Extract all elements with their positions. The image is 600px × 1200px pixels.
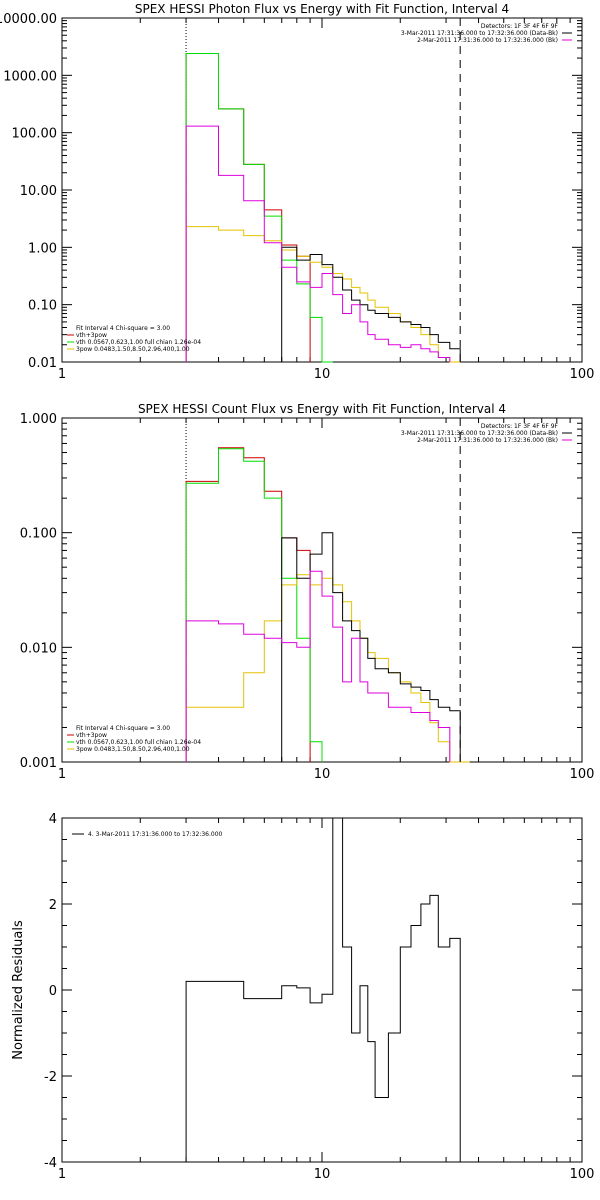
legend-text: 2-Mar-2011 17:31:36.000 to 17:32:36.000 … xyxy=(417,437,558,444)
y-axis: 0.001 0.010 0.100 1.000 xyxy=(20,412,582,771)
series-line xyxy=(185,125,451,362)
legend-lower-left: Fit Interval 4 Chi-square = 3.00vth+3pow… xyxy=(67,325,201,353)
series-line xyxy=(185,574,470,763)
legend-text: 3-Mar-2011 17:31:36.000 to 17:32:36.000 … xyxy=(401,30,558,37)
series-line xyxy=(185,447,311,762)
y-tick-label: 100.00 xyxy=(12,127,58,142)
legend-lower-left: Fit Interval 4 Chi-square = 3.00vth+3pow… xyxy=(67,725,201,753)
y-axis-label: Normalized Residuals xyxy=(11,920,26,1060)
legend-text: 3-Mar-2011 17:31:36.000 to 17:32:36.000 … xyxy=(401,430,558,437)
chart-title: SPEX HESSI Photon Flux vs Energy with Fi… xyxy=(135,2,509,16)
y-tick-label: 0.10 xyxy=(28,299,57,314)
x-tick-label: 100 xyxy=(570,1167,595,1182)
series-3pow xyxy=(185,574,470,763)
series-line xyxy=(185,53,333,363)
legend-text: vth 0.0567,0.623,1.00 full chian 1.26e-0… xyxy=(76,739,201,746)
series-line xyxy=(185,226,461,363)
y-tick-label: 2 xyxy=(49,898,57,913)
series-line xyxy=(185,448,323,762)
series-bk xyxy=(185,570,451,762)
x-tick-label: 10 xyxy=(314,1167,331,1182)
series-bk xyxy=(185,125,451,362)
series-vth xyxy=(185,448,323,762)
y-tick-label: 0.01 xyxy=(28,356,57,371)
legend-text: 2-Mar-2011 17:31:36.000 to 17:32:36.000 … xyxy=(417,37,558,44)
y-axis: -4 -2 0 2 4 xyxy=(44,812,582,1171)
plot-frame xyxy=(61,817,583,1163)
legend-text: 3pow 0.0483,1.50,8.50,2.96,400,1.00 xyxy=(76,746,190,753)
y-tick-label: 10.00 xyxy=(20,184,57,199)
y-tick-label: -4 xyxy=(44,1156,57,1171)
plot-frame xyxy=(61,17,583,363)
series-line xyxy=(185,817,461,1162)
series-3pow xyxy=(185,226,461,363)
y-tick-label: 1.000 xyxy=(20,412,57,427)
y-axis: 0.01 0.10 1.00 10.00 100.00 1000.00 10000.00 xyxy=(0,12,582,371)
chart-title: SPEX HESSI Count Flux vs Energy with Fit… xyxy=(138,402,506,416)
legend-text: vth+3pow xyxy=(76,332,107,339)
x-axis: 1 10 100 xyxy=(58,418,595,782)
y-tick-label: 0.010 xyxy=(20,641,57,656)
x-axis: 1 10 100 xyxy=(58,18,595,382)
y-tick-label: -2 xyxy=(44,1070,57,1085)
x-tick-label: 1 xyxy=(58,367,66,382)
legend-text: vth+3pow xyxy=(76,732,107,739)
x-tick-label: 100 xyxy=(570,367,595,382)
series-4-3-mar-2011-17-31-36-000-to-17-32-36-000 xyxy=(185,817,461,1162)
x-tick-label: 10 xyxy=(314,767,331,782)
chart-panel-2: SPEX HESSI Count Flux vs Energy with Fit… xyxy=(20,402,595,782)
series-line xyxy=(185,570,451,762)
legend-residuals: 4. 3-Mar-2011 17:31:36.000 to 17:32:36.0… xyxy=(72,831,223,838)
series-vth-3pow xyxy=(185,447,311,762)
legend-text: 3pow 0.0483,1.50,8.50,2.96,400,1.00 xyxy=(76,346,190,353)
y-tick-label: 10000.00 xyxy=(0,12,57,27)
x-tick-label: 10 xyxy=(314,367,331,382)
legend-upper-right: Detectors: 1F 3F 4F 6F 9F3-Mar-2011 17:3… xyxy=(401,23,572,44)
y-tick-label: 0.100 xyxy=(20,527,57,542)
legend-text: Fit Interval 4 Chi-square = 3.00 xyxy=(76,725,170,732)
x-tick-label: 1 xyxy=(58,1167,66,1182)
legend-text: vth 0.0567,0.623,1.00 full chian 1.26e-0… xyxy=(76,339,201,346)
legend-text: 4. 3-Mar-2011 17:31:36.000 to 17:32:36.0… xyxy=(88,831,223,838)
y-tick-label: 1000.00 xyxy=(3,69,57,84)
series-line xyxy=(281,532,461,762)
legend-text: Detectors: 1F 3F 4F 6F 9F xyxy=(481,423,559,430)
x-axis: 1 10 100 xyxy=(58,818,595,1182)
x-tick-label: 100 xyxy=(570,767,595,782)
x-tick-label: 1 xyxy=(58,767,66,782)
series-line xyxy=(185,53,311,362)
y-tick-label: 1.00 xyxy=(28,241,57,256)
legend-text: Fit Interval 4 Chi-square = 3.00 xyxy=(76,325,170,332)
chart-panel-1: SPEX HESSI Photon Flux vs Energy with Fi… xyxy=(0,2,594,382)
series-vth xyxy=(185,53,333,363)
y-tick-label: 0.001 xyxy=(20,756,57,771)
chart-panel-3: 1 10 100 -4 -2 0 2 4 Normalized Residuals 4. 3-Ma… xyxy=(11,812,594,1182)
legend-text: Detectors: 1F 3F 4F 6F 9F xyxy=(481,23,559,30)
legend-upper-right: Detectors: 1F 3F 4F 6F 9F3-Mar-2011 17:3… xyxy=(401,423,572,444)
y-tick-label: 0 xyxy=(49,984,57,999)
series-data-bk xyxy=(281,246,461,362)
series-vth-3pow xyxy=(185,53,311,362)
series-line xyxy=(281,246,461,362)
series-data-bk xyxy=(281,532,461,762)
y-tick-label: 4 xyxy=(49,812,57,827)
